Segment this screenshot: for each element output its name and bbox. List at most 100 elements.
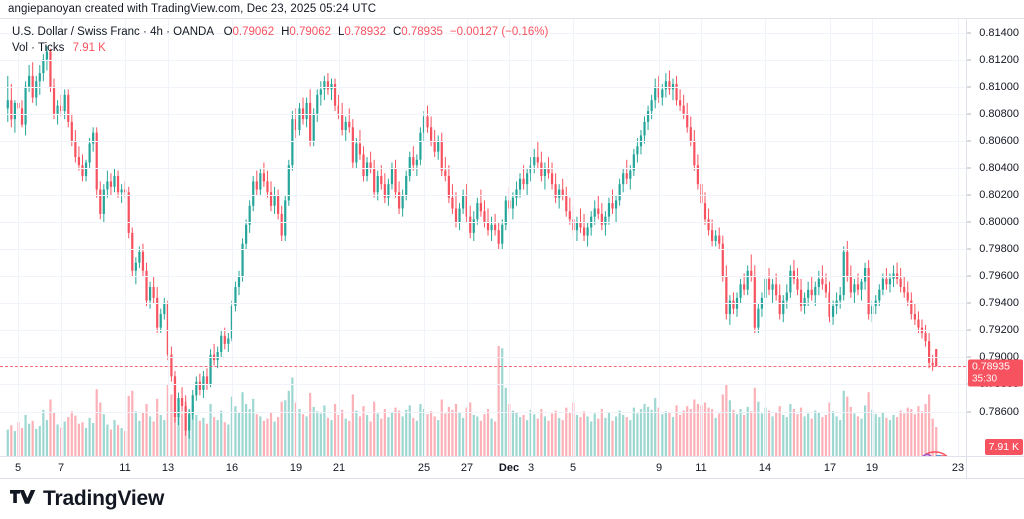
candle-body [163,303,166,315]
price-tick-label: 0.80800 [979,107,1019,120]
chart-pane[interactable] [0,19,966,456]
price-tick-label: 0.81000 [979,80,1019,93]
price-tick-mark [967,59,971,61]
candle-body [245,224,248,244]
candle-body [515,189,518,198]
candle-body [618,184,621,201]
candle-wick [597,194,599,220]
price-tick-label: 0.80600 [979,134,1019,147]
volume-bar [458,412,461,456]
volume-bar [277,417,280,456]
candle-body [547,167,550,174]
candle-body [63,94,66,112]
volume-bar [45,420,49,456]
candle-body [625,173,628,179]
candle-body [255,181,258,190]
price-tick-mark [967,275,971,277]
volume-bar [138,420,141,456]
volume-bar [743,414,746,456]
volume-bar [639,409,643,456]
time-tick-label: 19 [289,462,303,474]
candle-body [241,243,244,277]
candle-body [273,194,276,206]
volume-bar [131,390,134,456]
volume-bar [10,425,13,456]
candle-body [910,300,913,315]
volume-value-badge[interactable]: 7.91 K [984,439,1023,455]
last-price-badge[interactable]: 0.78935 35:30 [968,359,1023,387]
candle-body [753,276,756,328]
candle-body [298,108,301,130]
volume-bar [650,409,653,456]
candle-wick [7,75,9,122]
volume-bar [333,403,337,456]
candle-body [931,362,934,366]
gridline-vertical [424,19,425,456]
volume-bar [646,406,650,456]
volume-bar [106,424,109,456]
candle-wick [135,257,137,285]
candle-body [333,83,337,106]
volume-bar [341,409,344,456]
volume-bar [319,413,322,456]
volume-bar [686,406,689,456]
candle-body [714,235,717,241]
candle-body [116,176,120,193]
candle-body [355,143,358,163]
volume-bar [351,394,354,456]
candle-body [447,176,450,198]
candle-body [558,189,561,198]
gridline-horizontal [0,195,966,196]
volume-bar [472,414,475,456]
volume-bar [828,402,831,456]
candle-body [440,140,443,171]
candle-body [824,284,828,293]
candle-wick [612,189,614,214]
volume-bar [6,429,9,456]
gridline-vertical [573,19,574,456]
candle-body [202,376,205,390]
price-axis[interactable]: 0.81400 0.81200 0.81000 0.80800 0.80600 0.804… [966,19,1024,456]
candle-body [67,94,70,122]
candle-body [145,270,148,301]
volume-bar [38,425,41,456]
volume-bar [888,420,892,456]
volume-bar [429,411,433,456]
gridline-horizontal [0,303,966,304]
candle-body [312,113,315,141]
volume-bar [337,414,340,456]
candle-body [696,165,699,185]
price-tick-label: 0.80400 [979,161,1019,174]
volume-bar [373,401,376,456]
candle-body [796,278,799,290]
time-tick-label: 9 [655,462,663,474]
candle-body [476,203,479,220]
volume-bar [668,412,671,456]
volume-bar [689,409,692,456]
candle-body [70,121,73,141]
volume-bar [401,416,404,456]
volume-bar [558,417,561,456]
gridline-vertical [830,19,831,456]
volume-bar [220,410,223,456]
gridline-horizontal [0,357,966,358]
candle-body [565,194,568,212]
volume-bar [540,409,543,456]
volume-bar [42,409,45,456]
candle-body [277,194,280,214]
gridline-vertical [531,19,532,456]
market-status-flag-icon[interactable] [918,450,950,456]
candle-body [188,414,191,431]
volume-bar [789,403,792,456]
candle-body [686,113,689,128]
volume-bar [259,416,262,456]
candle-wick [580,208,581,233]
time-axis[interactable]: 5 7 11 13 16 19 21 25 27 Dec 3 5 9 11 14 17 19 23 [0,456,966,478]
candle-body [511,197,515,209]
candle-body [671,83,675,90]
candle-body [127,192,130,233]
volume-bar [408,405,411,456]
candle-body [45,51,49,60]
candle-wick [523,165,525,190]
tradingview-logo-icon [10,488,36,510]
